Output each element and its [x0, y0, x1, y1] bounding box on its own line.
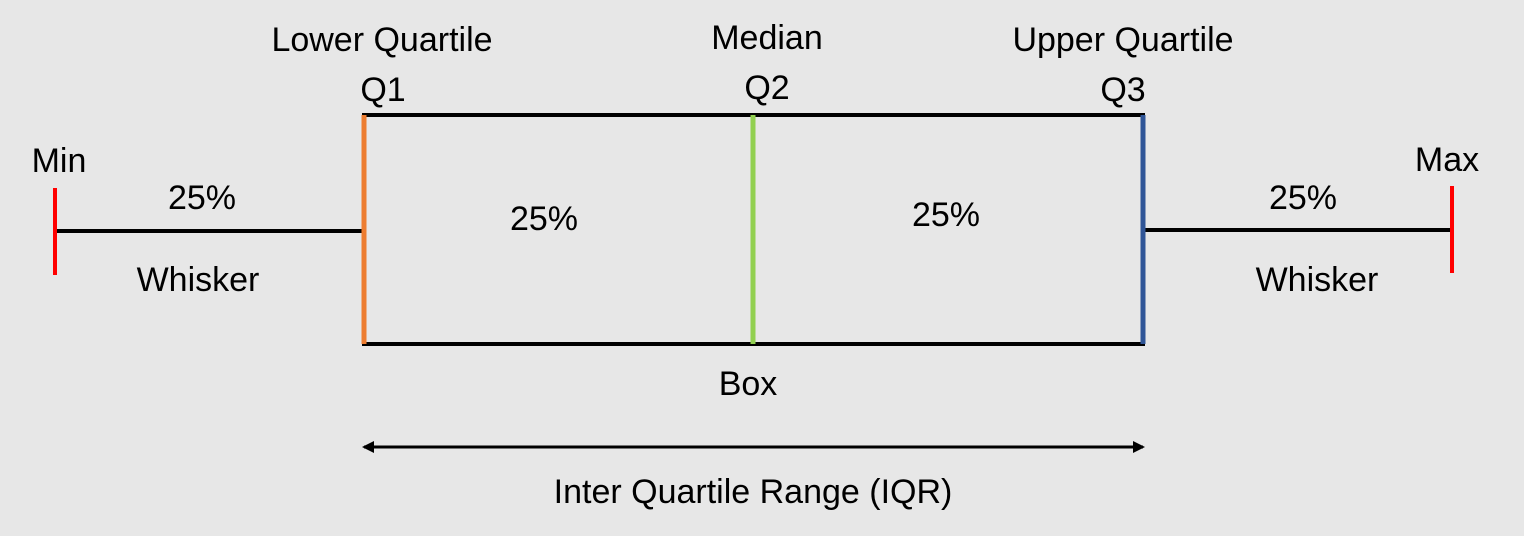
box-left-percent: 25%: [510, 200, 578, 238]
upper-quartile-label: Upper Quartile: [1012, 21, 1233, 59]
box-right-percent: 25%: [912, 196, 980, 234]
q3-label: Q3: [1100, 71, 1145, 109]
max-label: Max: [1415, 141, 1479, 179]
q1-label: Q1: [360, 71, 405, 109]
iqr-label: Inter Quartile Range (IQR): [554, 473, 953, 511]
right-whisker-percent: 25%: [1269, 179, 1337, 217]
min-label: Min: [32, 142, 87, 180]
right-whisker-label: Whisker: [1256, 261, 1379, 299]
lower-quartile-label: Lower Quartile: [271, 21, 492, 59]
left-whisker-percent: 25%: [168, 179, 236, 217]
left-whisker-label: Whisker: [137, 261, 260, 299]
q2-label: Q2: [744, 69, 789, 107]
median-label: Median: [711, 19, 823, 57]
box-label: Box: [719, 365, 778, 403]
